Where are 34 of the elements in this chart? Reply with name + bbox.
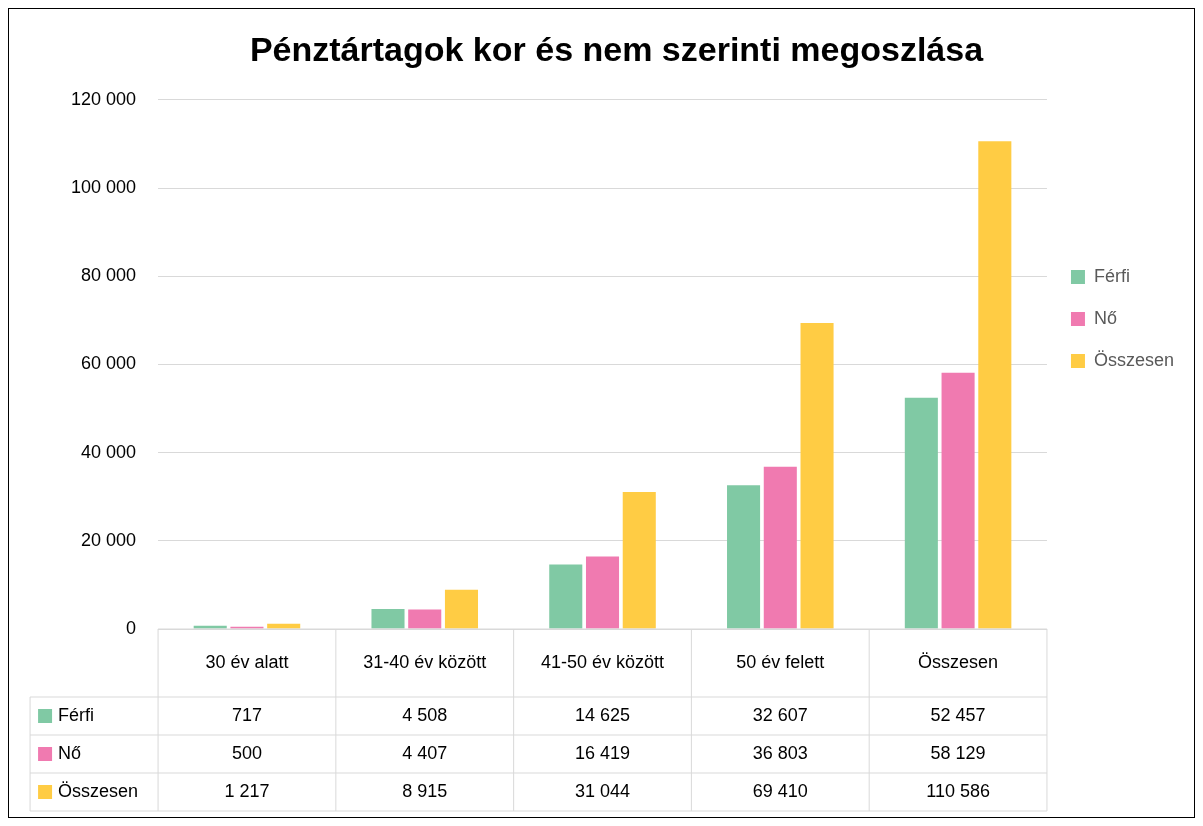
legend-label: Férfi (58, 704, 95, 725)
x-tick-label: 50 év felett (736, 651, 825, 672)
data-label: 58 129 (930, 742, 986, 763)
x-tick-label: Összesen (918, 651, 999, 672)
text: Nő (58, 742, 82, 763)
data-label: 69 410 (752, 780, 808, 801)
data-label: 32 607 (752, 704, 808, 725)
data-label: 500 (231, 742, 262, 763)
x-tick-label: 31-40 év között (363, 651, 487, 672)
y-tick-label: 120 000 (70, 88, 137, 109)
x-tick-label: 30 év alatt (205, 651, 289, 672)
data-label: 717 (231, 704, 262, 725)
y-tick-label: 60 000 (81, 353, 137, 374)
chart-title: Pénztártagok kor és nem szerinti megoszlása (249, 29, 985, 68)
data-label: 4 508 (402, 704, 448, 725)
data-label: 8 915 (402, 780, 448, 801)
y-tick-label: 20 000 (81, 529, 137, 550)
data-label: 36 803 (752, 742, 808, 763)
data-label: 31 044 (574, 780, 631, 801)
data-label: 14 625 (574, 704, 631, 725)
data-label: 1 217 (224, 780, 270, 801)
y-tick-label: 80 000 (81, 265, 137, 286)
y-tick-label: 40 000 (81, 441, 137, 462)
data-label: 16 419 (574, 742, 631, 763)
data-label: 52 457 (930, 704, 986, 725)
legend-label: Összesen (1093, 349, 1175, 370)
data-label: 4 407 (402, 742, 448, 763)
x-tick-label: 41-50 év között (540, 651, 665, 672)
text: Férfi (1093, 265, 1130, 286)
text: Összesen (58, 780, 139, 801)
data-label: 110 586 (926, 780, 990, 801)
legend-label: Nő (1093, 307, 1117, 328)
y-tick-label: 0 (126, 617, 137, 638)
y-tick-label: 100 000 (70, 176, 137, 197)
